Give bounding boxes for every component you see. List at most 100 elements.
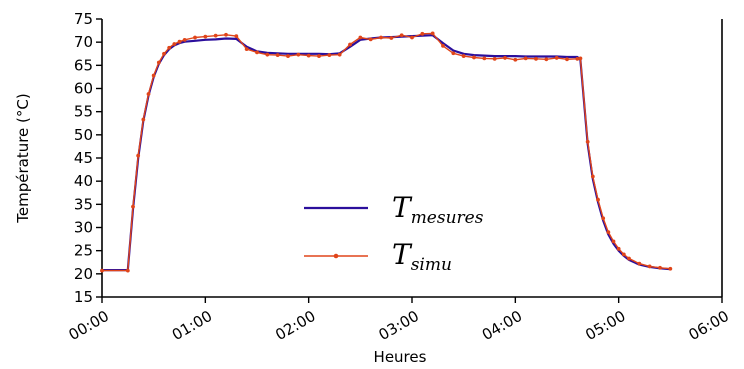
y-axis-ticks: 15 20 25 30 35 40 45 50 55 60 65 70 75 [74, 10, 102, 306]
y-tick-label: 65 [74, 56, 93, 74]
series-layer [100, 31, 673, 273]
x-tick-label: 04:00 [479, 307, 525, 344]
legend-subscript-mesures: mesures [411, 208, 484, 228]
data-point-simu [544, 57, 549, 62]
data-point-simu [136, 153, 141, 158]
data-point-simu [100, 268, 104, 273]
data-point-simu [621, 252, 626, 257]
y-tick-label: 20 [74, 265, 93, 283]
series-simu [100, 31, 673, 273]
y-axis-title: Température (°C) [14, 93, 32, 223]
data-point-simu [554, 56, 559, 60]
data-point-simu [482, 56, 487, 61]
data-point-simu [224, 32, 228, 37]
data-point-simu [513, 57, 518, 62]
data-point-simu [213, 33, 218, 38]
data-point-simu [658, 265, 662, 270]
data-point-simu [616, 246, 621, 251]
data-point-simu [590, 174, 595, 179]
data-point-simu [172, 42, 177, 46]
data-point-simu [668, 266, 673, 271]
data-point-simu [565, 57, 569, 62]
legend-name-mesures: T [392, 191, 413, 224]
data-point-simu [156, 60, 161, 65]
data-point-simu [358, 35, 363, 40]
data-point-simu [451, 51, 456, 56]
legend: Tmesures Tsimu [304, 191, 484, 275]
x-tick-label: 05:00 [582, 307, 628, 344]
data-point-simu [244, 47, 249, 52]
data-point-simu [420, 31, 425, 36]
series-mesures [100, 34, 672, 272]
data-point-simu [399, 33, 404, 38]
y-tick-label: 30 [74, 219, 93, 237]
y-tick-label: 50 [74, 126, 93, 144]
data-point-simu [317, 54, 321, 58]
data-point-simu [265, 52, 270, 57]
x-axis-title: Heures [374, 348, 427, 366]
data-point-simu [461, 54, 466, 58]
data-point-simu [430, 31, 435, 36]
data-point-simu [327, 53, 332, 58]
legend-label-mesures: Tmesures [392, 191, 484, 228]
data-point-simu [203, 34, 208, 39]
y-tick-label: 60 [74, 80, 93, 98]
data-point-simu [611, 239, 616, 244]
data-point-simu [141, 117, 146, 122]
data-point-simu [585, 139, 590, 144]
data-point-simu [503, 56, 507, 60]
data-point-simu [234, 34, 239, 39]
legend-name-simu: T [392, 238, 413, 271]
data-point-simu [578, 56, 583, 61]
data-point-simu [167, 45, 172, 50]
data-point-simu [255, 50, 259, 55]
legend-marker-simu [333, 253, 339, 259]
data-point-simu [193, 35, 197, 40]
data-point-simu [596, 197, 600, 202]
legend-subscript-simu: simu [411, 255, 452, 275]
x-tick-label: 06:00 [686, 307, 732, 344]
y-tick-label: 45 [74, 149, 93, 167]
data-point-simu [131, 204, 135, 209]
series-line-simu [101, 32, 671, 272]
data-point-simu [275, 53, 280, 58]
data-point-simu [286, 54, 290, 58]
data-point-simu [125, 268, 130, 273]
y-tick-label: 40 [74, 172, 93, 190]
data-point-simu [534, 56, 538, 61]
data-point-simu [647, 264, 652, 269]
data-point-simu [151, 73, 156, 78]
series-line-mesures [100, 34, 672, 272]
x-tick-label: 03:00 [376, 307, 422, 344]
data-point-simu [389, 36, 394, 40]
x-tick-label: 01:00 [169, 307, 215, 344]
data-point-simu [492, 56, 497, 61]
y-tick-label: 25 [74, 242, 93, 260]
x-tick-label: 02:00 [272, 307, 318, 344]
data-point-simu [379, 35, 383, 40]
y-tick-label: 55 [74, 103, 93, 121]
data-point-simu [337, 52, 342, 57]
data-point-simu [606, 230, 611, 235]
legend-entry-mesures: Tmesures [304, 191, 484, 228]
x-tick-label: 00:00 [66, 307, 112, 344]
data-point-simu [627, 256, 631, 261]
data-point-simu [306, 53, 311, 58]
y-tick-label: 75 [74, 10, 93, 28]
legend-entry-simu: Tsimu [304, 238, 452, 275]
data-point-simu [177, 39, 182, 44]
y-tick-label: 35 [74, 195, 93, 213]
data-point-simu [441, 43, 445, 48]
data-point-simu [410, 35, 414, 40]
data-point-simu [601, 216, 606, 221]
y-tick-label: 15 [74, 288, 93, 306]
data-point-simu [162, 51, 166, 56]
data-point-simu [296, 52, 301, 57]
data-point-simu [523, 56, 528, 61]
data-point-simu [575, 56, 580, 61]
data-point-simu [637, 261, 642, 266]
data-point-simu [472, 55, 476, 60]
legend-label-simu: Tsimu [392, 238, 452, 275]
x-axis-ticks: 00:00 01:00 02:00 03:00 04:00 05:00 06:00 [66, 297, 732, 344]
